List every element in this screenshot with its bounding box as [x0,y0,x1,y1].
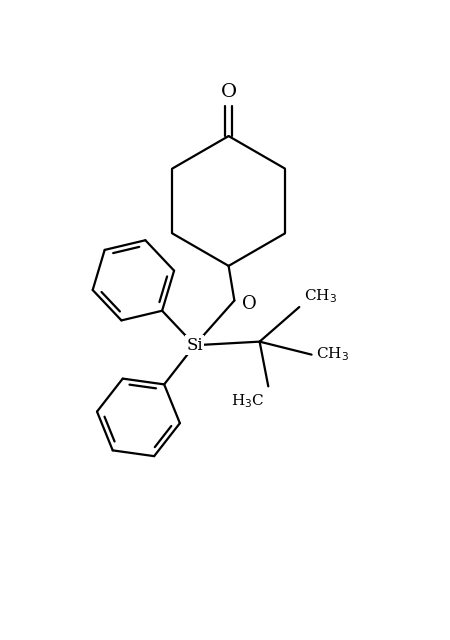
Text: O: O [242,295,256,313]
Text: O: O [220,83,237,100]
Text: CH$_3$: CH$_3$ [316,346,349,364]
Text: Si: Si [186,337,203,354]
Text: H$_3$C: H$_3$C [230,392,264,410]
Text: CH$_3$: CH$_3$ [304,287,337,305]
